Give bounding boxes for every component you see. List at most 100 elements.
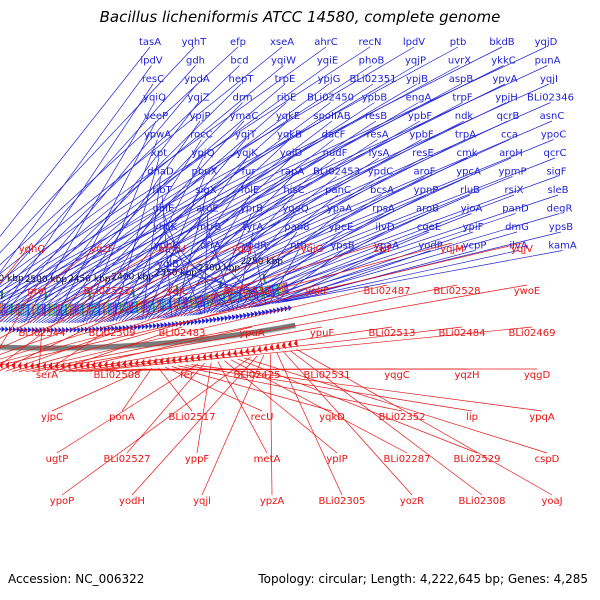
- forward-gene-label[interactable]: rpsA: [372, 204, 395, 215]
- reverse-gene-label[interactable]: BLi02509: [88, 328, 135, 339]
- reverse-gene-label[interactable]: ypoP: [50, 496, 74, 507]
- forward-gene-label[interactable]: ipdV: [140, 56, 162, 67]
- forward-gene-label[interactable]: yqiE: [317, 56, 338, 67]
- forward-gene-label[interactable]: BLi02351: [349, 74, 396, 85]
- forward-gene-label[interactable]: resB: [365, 111, 387, 122]
- reverse-gene-label[interactable]: ypqA: [529, 412, 555, 423]
- reverse-gene-label[interactable]: ypuF: [310, 328, 335, 339]
- forward-gene-label[interactable]: cgeE: [417, 222, 441, 233]
- forward-gene-label[interactable]: tyrA: [243, 222, 264, 233]
- reverse-gene-label[interactable]: serA: [36, 370, 58, 381]
- forward-gene-label[interactable]: ypwA: [144, 130, 171, 141]
- reverse-gene-label[interactable]: BLi02352: [378, 412, 425, 423]
- forward-gene-label[interactable]: ndk: [455, 111, 474, 122]
- forward-gene-label[interactable]: panC: [325, 185, 351, 196]
- forward-gene-label[interactable]: trpF: [452, 93, 472, 104]
- forward-gene-label[interactable]: sleB: [547, 185, 568, 196]
- forward-gene-label[interactable]: tasA: [139, 37, 161, 48]
- reverse-gene-label[interactable]: BLi02532: [223, 286, 270, 297]
- forward-gene-label[interactable]: pan8: [284, 222, 309, 233]
- forward-gene-label[interactable]: resE: [412, 148, 434, 159]
- forward-gene-label[interactable]: yqlB: [157, 259, 179, 270]
- forward-gene-label[interactable]: veeP: [144, 111, 168, 122]
- forward-gene-label[interactable]: dacF: [322, 130, 346, 141]
- forward-gene-label[interactable]: yqiW: [271, 56, 296, 67]
- forward-gene-label[interactable]: aroB: [416, 204, 439, 215]
- forward-gene-label[interactable]: lpdV: [403, 37, 425, 48]
- forward-gene-label[interactable]: uvrX: [448, 56, 471, 67]
- forward-gene-label[interactable]: punA: [535, 56, 561, 67]
- reverse-gene-label[interactable]: recU: [251, 412, 274, 423]
- reverse-gene-label[interactable]: ugtP: [46, 454, 69, 465]
- forward-gene-label[interactable]: trpA: [455, 130, 476, 141]
- forward-gene-label[interactable]: dmG: [505, 222, 529, 233]
- forward-gene-label[interactable]: yqjZ: [188, 93, 210, 104]
- reverse-gene-label[interactable]: ypuA: [239, 328, 265, 339]
- reverse-gene-label[interactable]: BLi02487: [363, 286, 410, 297]
- forward-gene-label[interactable]: rocC: [190, 130, 213, 141]
- forward-gene-label[interactable]: yodP: [418, 241, 442, 252]
- forward-gene-label[interactable]: ypiF: [463, 222, 484, 233]
- forward-gene-label[interactable]: hepT: [229, 74, 255, 85]
- forward-gene-label[interactable]: BLi02450: [307, 93, 354, 104]
- reverse-gene-label[interactable]: yoaJ: [541, 496, 562, 507]
- reverse-gene-label[interactable]: ypzA: [260, 496, 285, 507]
- forward-gene-label[interactable]: yolD: [280, 148, 303, 159]
- forward-gene-label[interactable]: lysA: [369, 148, 390, 159]
- forward-gene-label[interactable]: hisC: [283, 185, 304, 196]
- reverse-gene-label[interactable]: BLi02528: [433, 286, 480, 297]
- forward-gene-label[interactable]: ypbF: [408, 111, 433, 122]
- forward-gene-label[interactable]: yqiQ: [143, 93, 166, 104]
- forward-gene-label[interactable]: bcd: [230, 56, 248, 67]
- forward-gene-label[interactable]: bkdB: [489, 37, 514, 48]
- forward-gene-label[interactable]: rapA: [281, 167, 305, 178]
- forward-gene-label[interactable]: panD: [502, 204, 529, 215]
- forward-gene-label[interactable]: ypjB: [406, 74, 428, 85]
- reverse-gene-label[interactable]: BLi02527: [103, 454, 150, 465]
- forward-gene-label[interactable]: ypbF: [409, 130, 434, 141]
- forward-gene-label[interactable]: xseA: [270, 37, 294, 48]
- reverse-gene-label[interactable]: BLi02305: [318, 496, 365, 507]
- forward-gene-label[interactable]: ahrC: [314, 37, 338, 48]
- reverse-gene-label[interactable]: ypIP: [326, 454, 347, 465]
- forward-gene-label[interactable]: yqhT: [182, 37, 208, 48]
- forward-gene-label[interactable]: ubiE: [153, 204, 175, 215]
- forward-gene-label[interactable]: efp: [230, 37, 246, 48]
- reverse-gene-label[interactable]: BLi02522: [83, 286, 130, 297]
- reverse-gene-label[interactable]: yozR: [400, 496, 424, 507]
- forward-gene-label[interactable]: ymaC: [230, 111, 259, 122]
- forward-gene-label[interactable]: yqjK: [236, 148, 258, 159]
- reverse-gene-label[interactable]: BLi02308: [458, 496, 505, 507]
- forward-gene-label[interactable]: ykkC: [491, 56, 516, 67]
- forward-gene-label[interactable]: nth: [290, 241, 307, 252]
- forward-gene-label[interactable]: ypsB: [330, 241, 354, 252]
- forward-gene-label[interactable]: ypoC: [541, 130, 566, 141]
- reverse-gene-label[interactable]: yqjL: [167, 286, 188, 297]
- forward-gene-label[interactable]: ypjH: [495, 93, 518, 104]
- forward-gene-label[interactable]: cmk: [456, 148, 477, 159]
- reverse-gene-label[interactable]: BLi02517: [168, 412, 215, 423]
- forward-gene-label[interactable]: yqjP: [405, 56, 426, 67]
- forward-gene-label[interactable]: yprB: [240, 204, 263, 215]
- forward-gene-label[interactable]: gdh: [186, 56, 205, 67]
- reverse-gene-label[interactable]: BLi02508: [93, 370, 140, 381]
- reverse-gene-label[interactable]: yqjM: [440, 244, 464, 255]
- forward-gene-label[interactable]: qcrB: [497, 111, 520, 122]
- forward-gene-label[interactable]: recN: [358, 37, 381, 48]
- forward-gene-label[interactable]: ypbB: [362, 93, 388, 104]
- forward-gene-label[interactable]: degR: [547, 204, 573, 215]
- reverse-gene-label[interactable]: BLi02529: [453, 454, 500, 465]
- forward-gene-label[interactable]: ypcA: [456, 167, 481, 178]
- forward-gene-label[interactable]: yqkB: [277, 130, 302, 141]
- reverse-gene-labels[interactable]: yqhQ yqzF bmrU yqzJ yqjG zwf yqjM yqjV proI BLi02…: [0, 242, 563, 507]
- reverse-gene-label[interactable]: BLi02544: [18, 328, 65, 339]
- forward-gene-label[interactable]: yodR: [242, 241, 267, 252]
- forward-gene-label[interactable]: rsiX: [505, 185, 524, 196]
- forward-gene-label[interactable]: BLi02346: [527, 93, 574, 104]
- forward-gene-label[interactable]: engA: [406, 93, 432, 104]
- forward-gene-label[interactable]: qcrC: [544, 148, 567, 159]
- forward-gene-label[interactable]: ypjP: [189, 111, 210, 122]
- forward-gene-label[interactable]: ypeE: [329, 222, 354, 233]
- reverse-gene-label[interactable]: proI: [27, 286, 46, 297]
- forward-gene-label[interactable]: resA: [366, 130, 388, 141]
